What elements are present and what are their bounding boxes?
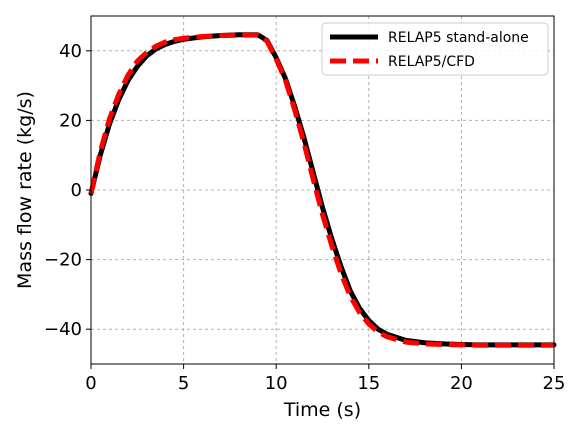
legend-label-relap5-cfd: RELAP5/CFD xyxy=(388,54,475,70)
y-tick-label: 20 xyxy=(59,110,82,131)
x-tick-label: 20 xyxy=(450,373,473,394)
x-tick-label: 25 xyxy=(543,373,566,394)
y-tick-label: −20 xyxy=(44,250,82,271)
x-tick-label: 5 xyxy=(178,373,189,394)
legend: RELAP5 stand-alone RELAP5/CFD xyxy=(321,22,549,76)
legend-label-relap5-standalone: RELAP5 stand-alone xyxy=(388,30,529,46)
series-line-relap5-cfd xyxy=(88,32,554,348)
y-tick-label: −40 xyxy=(44,319,82,340)
x-tick-label: 10 xyxy=(265,373,288,394)
x-axis-title: Time (s) xyxy=(283,399,361,421)
x-tick-label: 15 xyxy=(357,373,380,394)
y-tick-label: 40 xyxy=(59,41,82,62)
series-layer xyxy=(88,32,557,348)
x-tick-label: 0 xyxy=(85,373,96,394)
y-axis-title: Mass flow rate (kg/s) xyxy=(14,91,36,289)
y-tick-label: 0 xyxy=(71,180,82,201)
legend-frame xyxy=(321,22,549,76)
ticks-layer: 0 5 10 15 20 25 −40 −20 0 20 40 xyxy=(44,41,565,394)
